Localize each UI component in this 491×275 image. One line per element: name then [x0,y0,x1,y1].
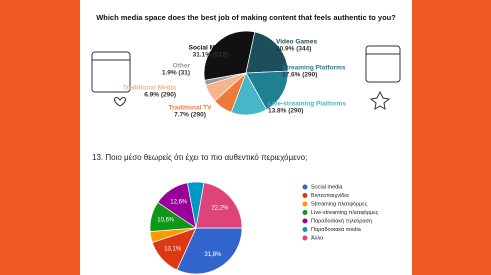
screenshot: Which media space does the best job of m… [0,0,491,275]
slice-label: Streaming Platforms [282,65,346,72]
legend-label: Live-streaming πλατφόρμες [311,209,379,216]
legend-swatch [303,236,308,241]
value-label: 31.1% (512) [193,52,228,59]
legend-label: Άλλο [311,235,323,241]
value-label: 17.6% (290) [282,72,317,79]
page: Which media space does the best job of m… [0,0,491,275]
legend-label: Βιντεοπαιχνίδια [311,193,350,199]
legend-swatch [303,202,308,207]
question-title: 13. Ποιο μέσο θεωρείς ότι έχει το πιο αυ… [92,153,307,162]
value-label: 13,1% [164,246,182,252]
slice-label: Traditional Media [123,85,176,92]
legend-label: Παραδοσιακά media [311,226,362,233]
legend-label: Παραδοσιακή τηλεόραση [311,217,372,224]
value-label: 10,6% [157,218,175,224]
chart-title: Which media space does the best job of m… [96,13,396,22]
value-label: 12,6% [170,199,188,205]
side-panel [0,0,80,275]
side-panel [412,0,491,275]
slice-label: Video Games [276,39,317,46]
value-label: 20.9% (344) [276,46,311,53]
value-label: 6.9% (290) [144,92,176,99]
value-label: 13.8% (290) [268,108,303,115]
value-label: 31,8% [204,252,222,258]
slice-label: Social Media [189,45,229,52]
legend-label: Social media [311,184,343,190]
value-label: 7.7% (290) [174,112,206,119]
legend-swatch [303,185,308,190]
legend-swatch [303,210,308,215]
slice-label: Other [173,63,191,70]
slice-label: Traditional TV [169,105,213,112]
value-label: 1.9% (31) [162,70,190,77]
legend-swatch [303,227,308,232]
value-label: 22,2% [211,205,229,211]
legend-swatch [303,219,308,224]
slice-label: Live-streaming Platforms [268,101,346,108]
legend-label: Streaming πλατφόρμες [311,200,368,207]
legend-swatch [303,193,308,198]
